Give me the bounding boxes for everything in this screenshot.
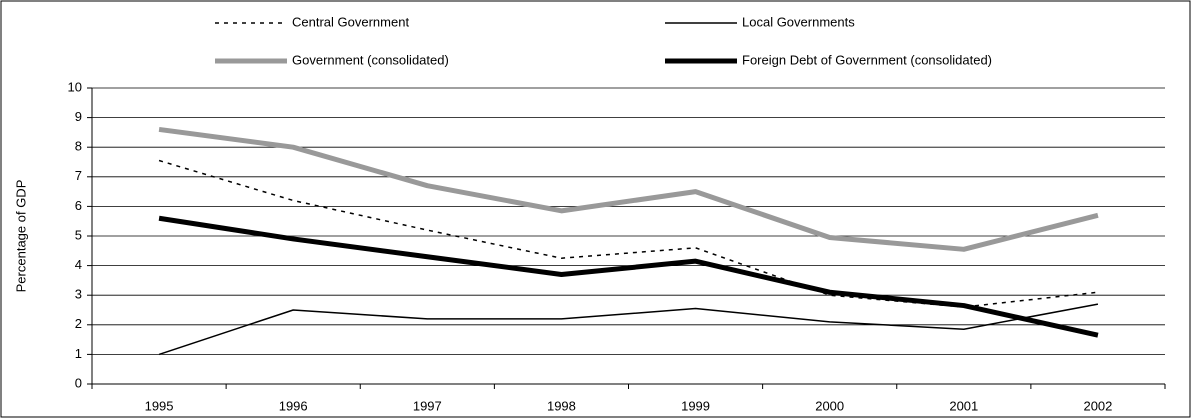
legend-label: Central Government [292, 14, 409, 29]
y-tick-label: 2 [75, 316, 82, 331]
x-tick-label: 2000 [815, 398, 844, 413]
y-tick-label: 10 [68, 79, 82, 94]
x-tick-label: 1996 [279, 398, 308, 413]
x-tick-label: 1999 [681, 398, 710, 413]
y-tick-label: 0 [75, 375, 82, 390]
y-tick-label: 6 [75, 198, 82, 213]
legend-label: Government (consolidated) [292, 52, 449, 67]
y-tick-label: 1 [75, 346, 82, 361]
y-tick-label: 4 [75, 257, 82, 272]
x-tick-label: 1998 [547, 398, 576, 413]
legend-label: Local Governments [742, 14, 855, 29]
legend-label: Foreign Debt of Government (consolidated… [742, 52, 992, 67]
y-axis-label: Percentage of GDP [13, 180, 28, 293]
y-tick-label: 3 [75, 287, 82, 302]
y-tick-label: 8 [75, 139, 82, 154]
x-tick-label: 1995 [145, 398, 174, 413]
y-tick-label: 5 [75, 227, 82, 242]
x-tick-label: 2002 [1083, 398, 1112, 413]
y-tick-label: 9 [75, 109, 82, 124]
series-line [158, 215, 1099, 338]
y-tick-label: 7 [75, 168, 82, 183]
x-tick-label: 1997 [413, 398, 442, 413]
series-line [158, 126, 1099, 252]
series-line [158, 303, 1099, 356]
x-tick-label: 2001 [949, 398, 978, 413]
